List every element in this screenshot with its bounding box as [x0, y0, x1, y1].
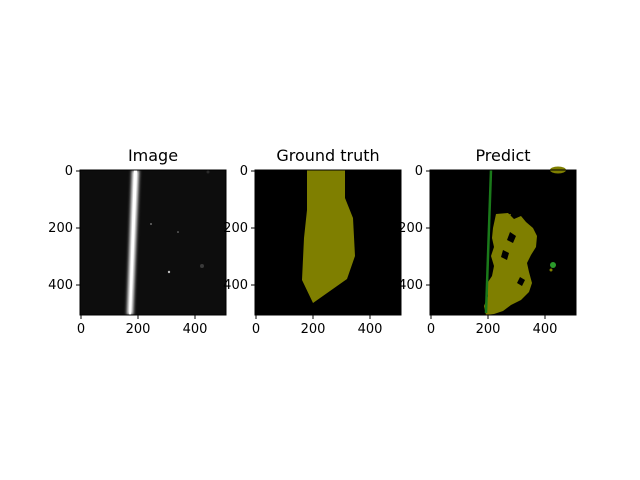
y-tick-label: 200 — [398, 221, 423, 236]
axes-frame — [429, 169, 577, 316]
axes-frame — [254, 169, 402, 316]
panel-ground-truth: Ground truth 0 200 400 0 200 400 — [223, 146, 402, 337]
image-streak-core — [129, 170, 137, 315]
x-tick-label: 200 — [126, 322, 151, 337]
y-tick-label: 0 — [65, 164, 73, 179]
image-speck — [167, 270, 171, 274]
image-speck — [200, 264, 204, 268]
predict-green-blob — [550, 262, 556, 268]
x-tick-label: 400 — [183, 322, 208, 337]
y-tick-label: 400 — [398, 278, 423, 293]
x-tick-label: 0 — [252, 322, 260, 337]
x-tick-label: 200 — [476, 322, 501, 337]
image-canvas — [80, 170, 226, 315]
panel-title: Image — [128, 146, 178, 165]
x-tick-label: 0 — [427, 322, 435, 337]
x-tick-label: 0 — [77, 322, 85, 337]
y-tick-label: 0 — [240, 164, 248, 179]
panel-image: Image 0 200 400 0 200 400 — [48, 146, 227, 337]
image-speck — [177, 231, 179, 233]
y-tick-label: 0 — [415, 164, 423, 179]
y-tick-label: 200 — [223, 221, 248, 236]
axes-frame — [79, 169, 227, 316]
predict-line — [484, 169, 493, 314]
panel-title: Predict — [475, 146, 530, 165]
y-tick-label: 400 — [223, 278, 248, 293]
y-tick-label: 400 — [48, 278, 73, 293]
ground-truth-mask — [302, 170, 355, 303]
predict-mask-dot — [549, 268, 553, 272]
x-tick-label: 400 — [533, 322, 558, 337]
y-tick-label: 200 — [48, 221, 73, 236]
panel-title: Ground truth — [276, 146, 379, 165]
predict-mask-region — [484, 213, 537, 315]
image-speck — [150, 223, 152, 225]
x-tick-label: 400 — [358, 322, 383, 337]
x-tick-label: 200 — [301, 322, 326, 337]
image-speck — [206, 170, 210, 174]
predict-mask-fragment — [505, 214, 511, 220]
panel-predict: Predict 0 200 400 0 200 400 — [398, 146, 577, 337]
